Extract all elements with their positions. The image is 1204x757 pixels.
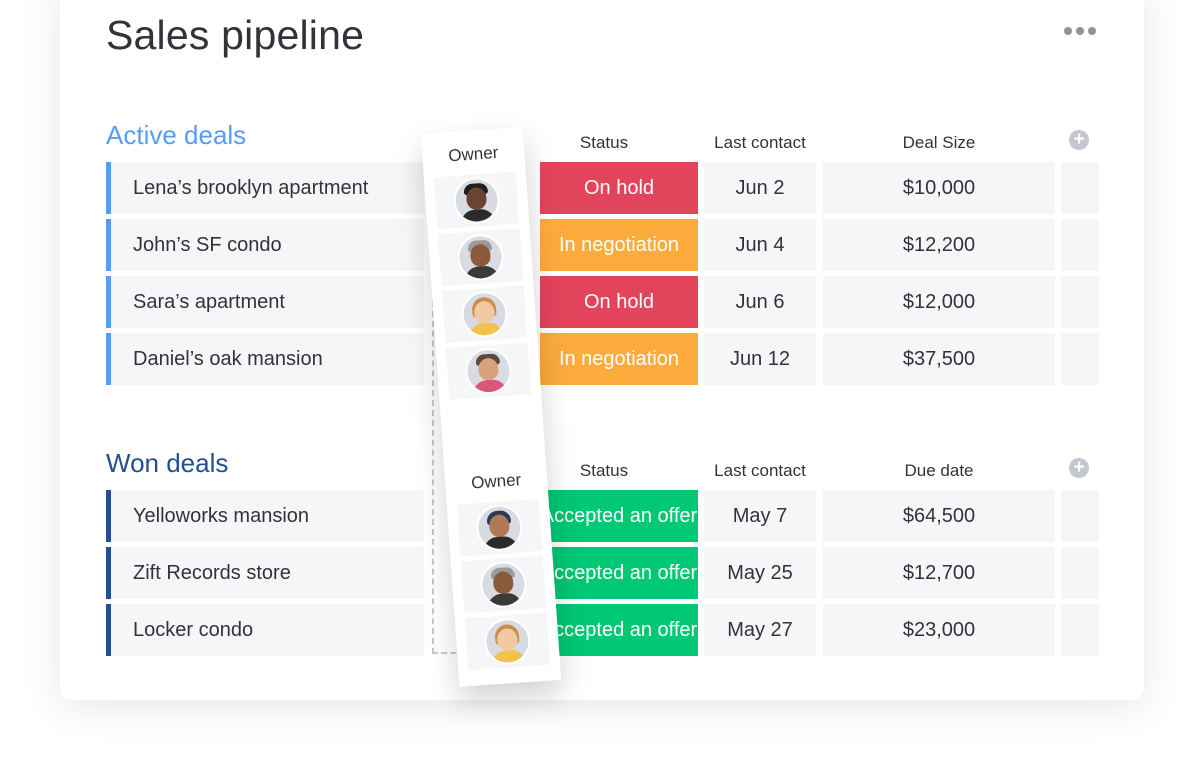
add-column-icon[interactable]: + (1069, 458, 1089, 478)
deal-size-value[interactable]: $12,200 (823, 219, 1055, 271)
table-row[interactable]: Lena’s brooklyn apartment On hold Jun 2 … (106, 162, 1099, 214)
add-column-icon[interactable]: + (1069, 130, 1089, 150)
deal-size-value[interactable]: $37,500 (823, 333, 1055, 385)
avatar (478, 560, 528, 610)
column-header-owner[interactable]: Owner (447, 142, 499, 166)
status-label[interactable]: On hold (540, 162, 698, 214)
empty-cell (1061, 604, 1099, 656)
item-name[interactable]: Lena’s brooklyn apartment (106, 162, 424, 214)
owner-cell[interactable] (460, 555, 547, 614)
column-header-due-date[interactable]: Due date (904, 461, 974, 480)
last-contact-date[interactable]: Jun 4 (704, 219, 816, 271)
column-header-last-contact[interactable]: Last contact (714, 133, 806, 152)
owner-cell[interactable] (437, 228, 524, 287)
status-label[interactable]: Accepted an offer (540, 604, 698, 656)
last-contact-date[interactable]: Jun 6 (704, 276, 816, 328)
avatar (459, 289, 510, 339)
table-row[interactable]: Locker condo Accepted an offer May 27 $2… (106, 604, 1099, 656)
avatar (452, 175, 502, 226)
table-row[interactable]: Yelloworks mansion Accepted an offer May… (106, 490, 1099, 542)
last-contact-date[interactable]: May 7 (704, 490, 816, 542)
owner-cell[interactable] (433, 171, 520, 230)
item-name[interactable]: Locker condo (106, 604, 424, 656)
last-contact-date[interactable]: Jun 12 (704, 333, 816, 385)
column-header-last-contact[interactable]: Last contact (714, 461, 806, 480)
last-contact-date[interactable]: May 25 (704, 547, 816, 599)
more-options-icon[interactable] (1064, 24, 1104, 38)
status-label[interactable]: Accepted an offer (540, 547, 698, 599)
group-title-active[interactable]: Active deals (106, 120, 247, 150)
status-label[interactable]: Accepted an offer (540, 490, 698, 542)
empty-cell (1061, 547, 1099, 599)
avatar (474, 503, 524, 553)
avatar (463, 346, 514, 396)
last-contact-date[interactable]: May 27 (704, 604, 816, 656)
empty-cell (1061, 333, 1099, 385)
column-header-owner[interactable]: Owner (470, 470, 522, 493)
column-header-status[interactable]: Status (579, 461, 629, 480)
status-label[interactable]: In negotiation (540, 219, 698, 271)
board-title: Sales pipeline (106, 12, 365, 58)
item-name[interactable]: Daniel’s oak mansion (106, 333, 424, 385)
due-date-value[interactable]: $23,000 (823, 604, 1055, 656)
deal-size-value[interactable]: $12,000 (823, 276, 1055, 328)
owner-cell[interactable] (445, 342, 532, 400)
table-row[interactable]: Zift Records store Accepted an offer May… (106, 547, 1099, 599)
due-date-value[interactable]: $12,700 (823, 547, 1055, 599)
table-row[interactable]: John’s SF condo In negotiation Jun 4 $12… (106, 219, 1099, 271)
avatar (482, 616, 532, 666)
owner-cell[interactable] (464, 612, 551, 671)
owner-cell[interactable] (456, 498, 543, 557)
table-row[interactable]: Sara’s apartment On hold Jun 6 $12,000 (106, 276, 1099, 328)
owner-cell[interactable] (441, 285, 528, 344)
group-title-won[interactable]: Won deals (106, 448, 229, 478)
empty-cell (1061, 162, 1099, 214)
status-label[interactable]: On hold (540, 276, 698, 328)
empty-cell (1061, 219, 1099, 271)
column-header-deal-size[interactable]: Deal Size (902, 133, 976, 152)
last-contact-date[interactable]: Jun 2 (704, 162, 816, 214)
status-label[interactable]: In negotiation (540, 333, 698, 385)
empty-cell (1061, 490, 1099, 542)
item-name[interactable]: John’s SF condo (106, 219, 424, 271)
deal-size-value[interactable]: $10,000 (823, 162, 1055, 214)
table-row[interactable]: Daniel’s oak mansion In negotiation Jun … (106, 333, 1099, 385)
avatar (455, 232, 506, 282)
item-name[interactable]: Zift Records store (106, 547, 424, 599)
column-header-status[interactable]: Status (579, 133, 629, 152)
empty-cell (1061, 276, 1099, 328)
item-name[interactable]: Sara’s apartment (106, 276, 424, 328)
item-name[interactable]: Yelloworks mansion (106, 490, 424, 542)
due-date-value[interactable]: $64,500 (823, 490, 1055, 542)
